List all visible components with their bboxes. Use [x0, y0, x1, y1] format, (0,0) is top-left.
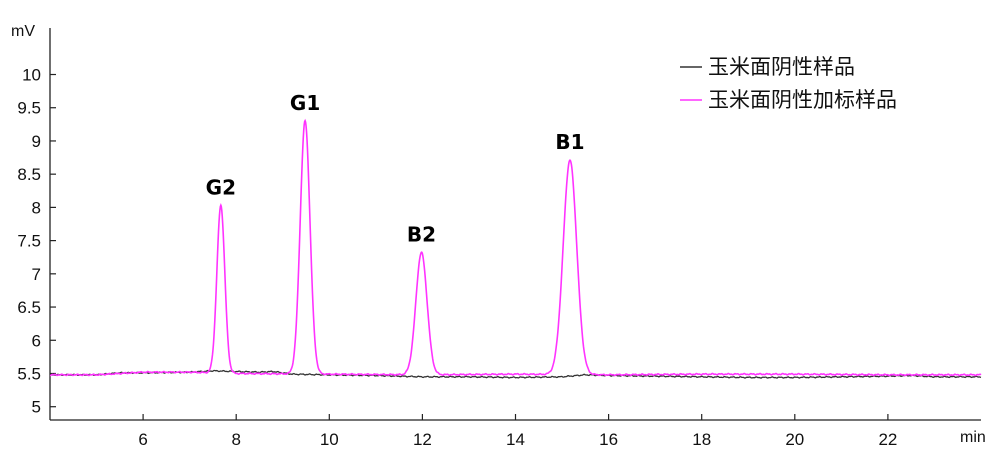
x-tick-label: 8: [231, 430, 240, 449]
x-tick-label: 16: [599, 430, 618, 449]
x-tick-label: 12: [413, 430, 432, 449]
peak-label-b1: B1: [555, 130, 584, 154]
x-axis-unit: min: [960, 429, 986, 446]
peak-label-g1: G1: [290, 91, 320, 115]
peak-apex-g1: [304, 120, 306, 122]
y-tick-label: 9.5: [17, 99, 41, 118]
peak-apex-b1: [569, 159, 571, 162]
y-tick-label: 6.5: [17, 298, 41, 317]
y-ticks: 5 5.5 6 6.5 7 7.5 8 8.5 9 9.5 10: [17, 66, 56, 417]
x-tick-label: 6: [138, 430, 147, 449]
y-tick-label: 7.5: [17, 232, 41, 251]
legend: 玉米面阴性样品 玉米面阴性加标样品: [680, 55, 897, 112]
x-tick-label: 18: [692, 430, 711, 449]
x-tick-label: 10: [320, 430, 339, 449]
y-axis-unit: mV: [11, 23, 35, 40]
x-ticks: 6 8 10 12 14 16 18 20 22: [138, 414, 897, 449]
peak-label-g2: G2: [206, 175, 236, 199]
peak-labels: G2 G1 B2 B1: [206, 91, 585, 254]
legend-label-spiked: 玉米面阴性加标样品: [708, 88, 897, 112]
y-tick-label: 8: [32, 198, 41, 217]
y-tick-label: 5: [32, 398, 41, 417]
axes: mV min: [11, 23, 986, 446]
peak-label-b2: B2: [407, 223, 436, 247]
legend-label-negative: 玉米面阴性样品: [708, 55, 855, 79]
series-line-negative: [49, 369, 982, 379]
y-tick-label: 7: [32, 265, 41, 284]
peak-apex-b2: [420, 251, 423, 254]
y-tick-label: 5.5: [17, 364, 41, 383]
y-tick-label: 10: [22, 66, 41, 85]
y-tick-label: 9: [32, 132, 41, 151]
y-tick-label: 6: [32, 331, 41, 350]
x-tick-label: 22: [878, 430, 897, 449]
y-tick-label: 8.5: [17, 165, 41, 184]
x-tick-label: 14: [506, 430, 525, 449]
series-line-spiked: [49, 118, 982, 377]
series-layer: [49, 118, 982, 379]
x-tick-label: 20: [785, 430, 804, 449]
peak-apex-g2: [220, 204, 222, 207]
